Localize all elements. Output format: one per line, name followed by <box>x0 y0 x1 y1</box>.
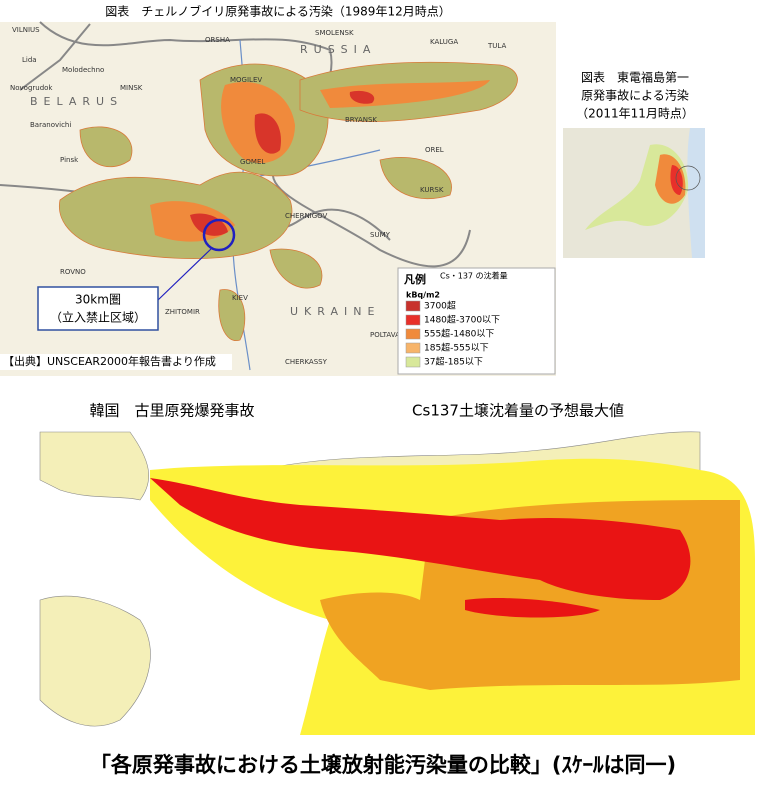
city-label: MINSK <box>120 84 143 92</box>
city-label: BRYANSK <box>345 116 377 124</box>
fukushima-title: 図表 東電福島第一 <box>581 70 689 85</box>
kori-subtitle: Cs137土壌沈着量の予想最大値 <box>412 402 624 420</box>
legend-swatch <box>405 342 421 354</box>
city-label: KURSK <box>420 186 444 194</box>
legend-label: 3700超 <box>424 300 456 312</box>
city-label: Pinsk <box>60 156 79 164</box>
city-label: KIEV <box>232 294 248 302</box>
callout-box <box>37 286 159 331</box>
fukushima-title: （2011年11月時点） <box>576 107 694 121</box>
city-label: Molodechno <box>62 66 104 74</box>
city-label: SUMY <box>370 231 391 239</box>
city-label: GOMEL <box>240 158 265 166</box>
city-label: ORSHA <box>205 36 230 44</box>
legend-label: 555超-1480以下 <box>424 328 494 340</box>
title-band <box>0 0 556 22</box>
source-band <box>0 354 232 370</box>
legend-swatch <box>405 328 421 340</box>
country-label: RUSSIA <box>300 43 376 56</box>
exclusion-zone <box>202 218 236 252</box>
city-label: CHERNIGOV <box>285 212 328 220</box>
callout-text: （立入禁止区域） <box>50 310 146 325</box>
country-label: BELARUS <box>30 95 123 108</box>
city-label: POLTAVA <box>370 331 400 339</box>
city-label: Baranovichi <box>30 121 71 129</box>
city-label: CHERKASSY <box>285 358 328 366</box>
callout-line <box>157 247 213 301</box>
city-label: SMOLENSK <box>315 29 354 37</box>
legend-swatch <box>405 300 421 312</box>
city-label: Lida <box>22 56 37 64</box>
kori-title: 韓国 古里原発爆発事故 <box>89 402 254 420</box>
city-label: OREL <box>425 146 444 154</box>
city-label: MOGILEV <box>230 76 262 84</box>
city-label: TULA <box>487 42 506 50</box>
legend: 凡例 Cs・137 の沈着量 kBq/m2 3700超 1480超-3700以下 5… <box>397 267 556 375</box>
city-label: ROVNO <box>60 268 86 276</box>
legend-swatch <box>405 314 421 326</box>
legend-subtitle: Cs・137 の沈着量 <box>440 271 508 281</box>
kori-map <box>39 431 765 735</box>
source: 【出典】UNSCEAR2000年報告書より作成 <box>3 354 216 368</box>
legend-unit: kBq/m2 <box>406 291 440 300</box>
fukushima-title: 原発事故による汚染 <box>581 88 689 103</box>
fukushima-map <box>563 128 705 258</box>
legend-swatch <box>405 356 421 368</box>
caption: 「各原発事故における土壌放射能汚染量の比較」(ｽｹｰﾙは同一) <box>90 753 676 777</box>
country-label: UKRAINE <box>290 305 380 318</box>
map-labels: VILNIUS MINSK BELARUS RUSSIA ORSHA MOGIL… <box>10 26 506 366</box>
legend-label: 37超-185以下 <box>424 356 483 368</box>
legend-label: 1480超-3700以下 <box>424 314 500 326</box>
legend-label: 185超-555以下 <box>424 342 489 354</box>
city-label: VILNIUS <box>12 26 40 34</box>
callout-text: 30km圏 <box>75 293 121 307</box>
legend-title: 凡例 <box>404 272 426 286</box>
city-label: ZHITOMIR <box>165 308 200 316</box>
city-label: KALUGA <box>430 38 458 46</box>
city-label: Novogrudok <box>10 84 53 92</box>
legend-box <box>397 267 556 375</box>
chernobyl-title: 図表 チェルノブイリ原発事故による汚染（1989年12月時点） <box>105 4 450 19</box>
